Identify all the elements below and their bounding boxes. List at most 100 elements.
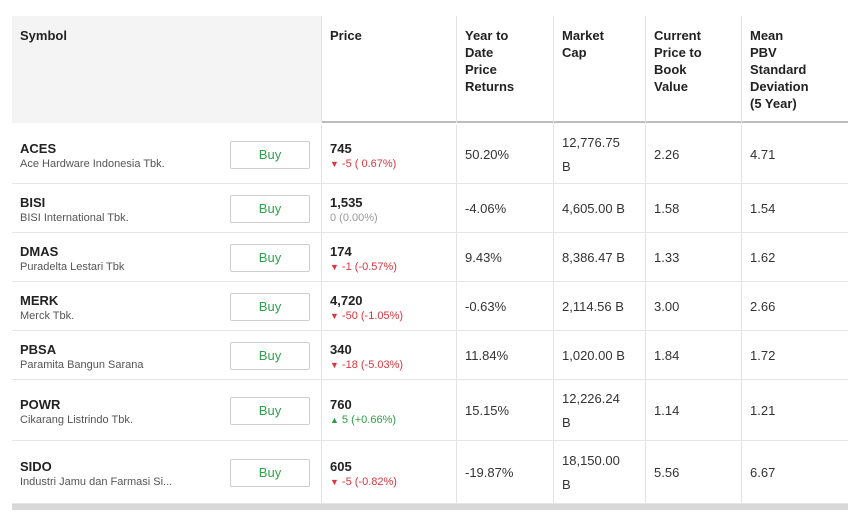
buy-button[interactable]: Buy bbox=[230, 341, 310, 370]
down-arrow-icon: ▼ bbox=[330, 310, 339, 321]
pbv-value: 1.84 bbox=[654, 347, 680, 363]
table-cell: 605 ▼ -5 (-0.82%) bbox=[322, 441, 457, 503]
company-name: BISI International Tbk. bbox=[20, 211, 129, 224]
table-cell: 1.58 bbox=[646, 184, 742, 232]
buy-button[interactable]: Buy bbox=[230, 194, 310, 223]
table-cell: 1.33 bbox=[646, 233, 742, 281]
table-cell: 1.72 bbox=[742, 331, 848, 379]
ytd-return: 50.20% bbox=[465, 146, 510, 162]
company-name: Merck Tbk. bbox=[20, 309, 75, 322]
header-ytd[interactable]: Year to Date Price Returns bbox=[457, 16, 554, 123]
header-symbol-label: Symbol bbox=[20, 28, 67, 43]
table-cell: 8,386.47 B bbox=[554, 233, 646, 281]
price-change: ▼ -1 (-0.57%) bbox=[330, 261, 397, 273]
table-row[interactable]: BISI BISI International Tbk. Buy 1,535 0 (0.… bbox=[12, 184, 848, 233]
header-price[interactable]: Price bbox=[322, 16, 457, 123]
price-change: ▲ 5 (+0.66%) bbox=[330, 414, 396, 426]
header-market-cap[interactable]: Market Cap bbox=[554, 16, 646, 123]
market-cap: 12,776.75 B bbox=[562, 131, 620, 179]
stock-symbol[interactable]: ACES bbox=[20, 140, 57, 156]
market-cap: 2,114.56 B bbox=[562, 298, 624, 314]
table-cell: 4,720 ▼ -50 (-1.05%) bbox=[322, 282, 457, 330]
pbv-value: 1.58 bbox=[654, 200, 680, 216]
table-cell: 1,020.00 B bbox=[554, 331, 646, 379]
mean-pbv-std: 2.66 bbox=[750, 298, 776, 314]
table-cell: 18,150.00 B bbox=[554, 441, 646, 503]
table-cell: 15.15% bbox=[457, 380, 554, 440]
header-pbv-line: Book bbox=[654, 62, 687, 77]
down-arrow-icon: ▼ bbox=[330, 359, 339, 370]
mean-pbv-std: 1.62 bbox=[750, 249, 776, 265]
last-price: 745 bbox=[330, 140, 352, 156]
stock-symbol[interactable]: PBSA bbox=[20, 341, 57, 357]
pbv-value: 2.26 bbox=[654, 146, 680, 162]
price-change: ▼ -5 ( 0.67%) bbox=[330, 158, 396, 170]
ytd-return: -0.63% bbox=[465, 298, 507, 314]
table-cell: SIDO Industri Jamu dan Farmasi Si... Buy bbox=[12, 441, 322, 503]
price-change: ▼ -18 (-5.03%) bbox=[330, 359, 403, 371]
table-row[interactable]: POWR Cikarang Listrindo Tbk. Buy 760 ▲ 5 (+0.… bbox=[12, 380, 848, 441]
header-pbv[interactable]: Current Price to Book Value bbox=[646, 16, 742, 123]
down-arrow-icon: ▼ bbox=[330, 476, 339, 487]
stock-symbol[interactable]: POWR bbox=[20, 396, 61, 412]
table-cell: 11.84% bbox=[457, 331, 554, 379]
table-row[interactable]: DMAS Puradelta Lestari Tbk Buy 174 ▼ -1 (-0.5… bbox=[12, 233, 848, 282]
header-mean-pbv[interactable]: Mean PBV Standard Deviation (5 Year) bbox=[742, 16, 848, 123]
table-cell: 1.14 bbox=[646, 380, 742, 440]
stock-symbol[interactable]: DMAS bbox=[20, 243, 59, 259]
buy-button[interactable]: Buy bbox=[230, 396, 310, 425]
pbv-value: 1.14 bbox=[654, 402, 680, 418]
table-cell: 5.56 bbox=[646, 441, 742, 503]
table-cell: 1.84 bbox=[646, 331, 742, 379]
ytd-return: 11.84% bbox=[465, 347, 509, 363]
header-mcap-line: Market bbox=[562, 28, 604, 43]
table-cell: 760 ▲ 5 (+0.66%) bbox=[322, 380, 457, 440]
company-name: Puradelta Lestari Tbk bbox=[20, 260, 125, 273]
buy-button[interactable]: Buy bbox=[230, 458, 310, 487]
stock-symbol[interactable]: SIDO bbox=[20, 458, 52, 474]
price-change-value: -5 (-0.82%) bbox=[341, 475, 397, 488]
market-cap: 4,605.00 B bbox=[562, 200, 625, 216]
table-cell: BISI BISI International Tbk. Buy bbox=[12, 184, 322, 232]
table-row[interactable]: PBSA Paramita Bangun Sarana Buy 340 ▼ -18 (-5… bbox=[12, 331, 848, 380]
mean-pbv-std: 4.71 bbox=[750, 146, 776, 162]
price-change: 0 (0.00%) bbox=[330, 212, 378, 224]
header-symbol[interactable]: Symbol bbox=[12, 16, 322, 123]
header-mean-line: Standard bbox=[750, 62, 807, 77]
table-row[interactable]: SIDO Industri Jamu dan Farmasi Si... Buy 60… bbox=[12, 441, 848, 504]
company-name: Ace Hardware Indonesia Tbk. bbox=[20, 157, 165, 170]
table-cell: 1.54 bbox=[742, 184, 848, 232]
buy-button[interactable]: Buy bbox=[230, 292, 310, 321]
table-cell: 1.62 bbox=[742, 233, 848, 281]
price-change-value: 5 (+0.66%) bbox=[341, 413, 397, 426]
table-cell: 1,535 0 (0.00%) bbox=[322, 184, 457, 232]
price-change-value: -18 (-5.03%) bbox=[341, 358, 404, 371]
header-pbv-line: Current bbox=[654, 28, 701, 43]
table-row[interactable]: MERK Merck Tbk. Buy 4,720 ▼ -50 (-1.05%) -0.63… bbox=[12, 282, 848, 331]
last-price: 340 bbox=[330, 341, 352, 357]
stock-symbol[interactable]: BISI bbox=[20, 194, 46, 210]
stock-symbol[interactable]: MERK bbox=[20, 292, 59, 308]
header-ytd-line: Date bbox=[465, 45, 494, 60]
horizontal-scrollbar[interactable] bbox=[12, 504, 848, 510]
company-name: Industri Jamu dan Farmasi Si... bbox=[20, 475, 173, 488]
table-cell: ACES Ace Hardware Indonesia Tbk. Buy bbox=[12, 125, 322, 183]
table-cell: -19.87% bbox=[457, 441, 554, 503]
market-cap-value: 12,776.75 bbox=[562, 134, 620, 150]
buy-button[interactable]: Buy bbox=[230, 243, 310, 272]
table-cell: -4.06% bbox=[457, 184, 554, 232]
ytd-return: 9.43% bbox=[465, 249, 502, 265]
table-row[interactable]: ACES Ace Hardware Indonesia Tbk. Buy 745 ▼ -5… bbox=[12, 125, 848, 184]
table-cell: 4,605.00 B bbox=[554, 184, 646, 232]
price-change: ▼ -5 (-0.82%) bbox=[330, 476, 397, 488]
table-cell: 9.43% bbox=[457, 233, 554, 281]
table-cell: 1.21 bbox=[742, 380, 848, 440]
table-header: Symbol Price Year to Date Price Returns … bbox=[12, 16, 848, 123]
price-change-value: -50 (-1.05%) bbox=[341, 309, 404, 322]
mean-pbv-std: 1.21 bbox=[750, 402, 776, 418]
table-cell: 6.67 bbox=[742, 441, 848, 503]
header-mcap-line: Cap bbox=[562, 45, 587, 60]
mean-pbv-std: 1.54 bbox=[750, 200, 776, 216]
ytd-return: -19.87% bbox=[465, 464, 514, 480]
buy-button[interactable]: Buy bbox=[230, 140, 310, 169]
